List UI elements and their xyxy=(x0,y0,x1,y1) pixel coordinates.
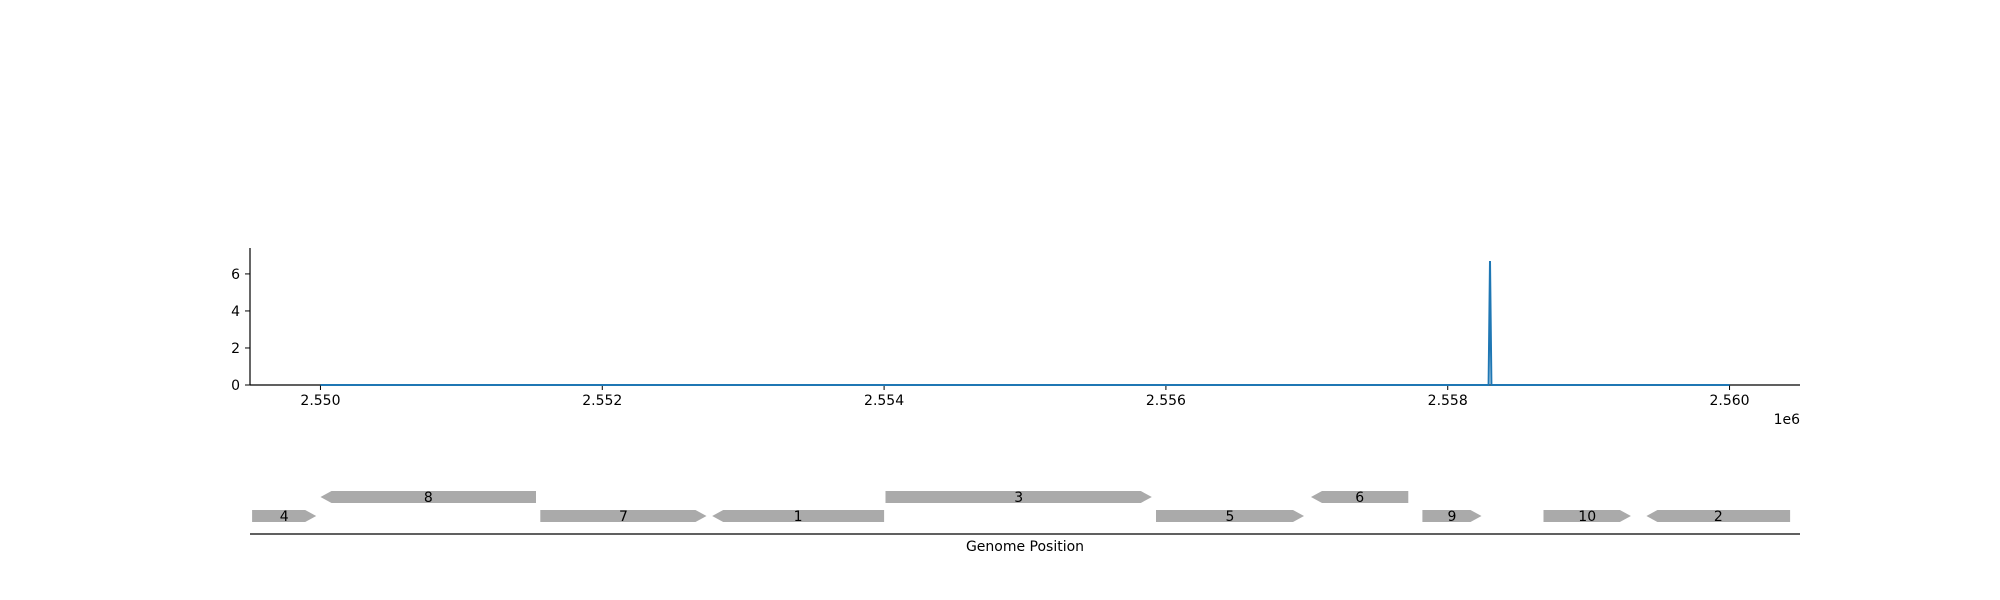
gene-arrow xyxy=(1543,510,1631,522)
gene-arrows: 4 8 7 1 3 5 6 9 10 2 xyxy=(252,490,1791,525)
coverage-series-line xyxy=(320,260,1730,386)
x-axis-ticks: 2.550 2.552 2.554 2.556 2.558 2.560 xyxy=(300,385,1750,409)
coverage-plot: 0 2 4 6 2.550 2.552 2.554 2.556 2.558 2.560 1e6 xyxy=(231,248,1800,428)
gene-label: 9 xyxy=(1448,509,1457,525)
x-axis-offset-label: 1e6 xyxy=(1774,412,1801,428)
y-axis-ticks: 0 2 4 6 xyxy=(231,267,250,394)
gene-label: 3 xyxy=(1014,490,1023,506)
gene-arrow xyxy=(1422,510,1482,522)
gene-label: 2 xyxy=(1714,509,1723,525)
y-tick-label: 0 xyxy=(231,378,240,394)
gene-arrow xyxy=(540,510,707,522)
x-tick-label: 2.550 xyxy=(300,393,340,409)
x-tick-label: 2.556 xyxy=(1146,393,1186,409)
x-tick-label: 2.554 xyxy=(864,393,904,409)
gene-label: 5 xyxy=(1226,509,1235,525)
gene-label: 6 xyxy=(1355,490,1364,506)
y-tick-label: 6 xyxy=(231,267,240,283)
gene-arrow xyxy=(712,510,885,522)
gene-map-panel: 4 8 7 1 3 5 6 9 10 2 Genome Position xyxy=(250,490,1800,555)
gene-label: 7 xyxy=(619,509,628,525)
gene-arrow xyxy=(885,491,1152,503)
gene-label: 10 xyxy=(1578,509,1596,525)
gene-arrow xyxy=(320,491,536,503)
gene-arrow xyxy=(1646,510,1791,522)
gene-label: 1 xyxy=(794,509,803,525)
gene-label: 8 xyxy=(424,490,433,506)
x-tick-label: 2.552 xyxy=(582,393,622,409)
x-axis-title: Genome Position xyxy=(966,539,1084,555)
y-tick-label: 2 xyxy=(231,341,240,357)
x-tick-label: 2.558 xyxy=(1428,393,1468,409)
gene-label: 4 xyxy=(280,509,289,525)
gene-arrow xyxy=(252,510,317,522)
gene-arrow xyxy=(1311,491,1409,503)
y-tick-label: 4 xyxy=(231,304,240,320)
x-tick-label: 2.560 xyxy=(1709,393,1749,409)
gene-arrow xyxy=(1156,510,1304,522)
